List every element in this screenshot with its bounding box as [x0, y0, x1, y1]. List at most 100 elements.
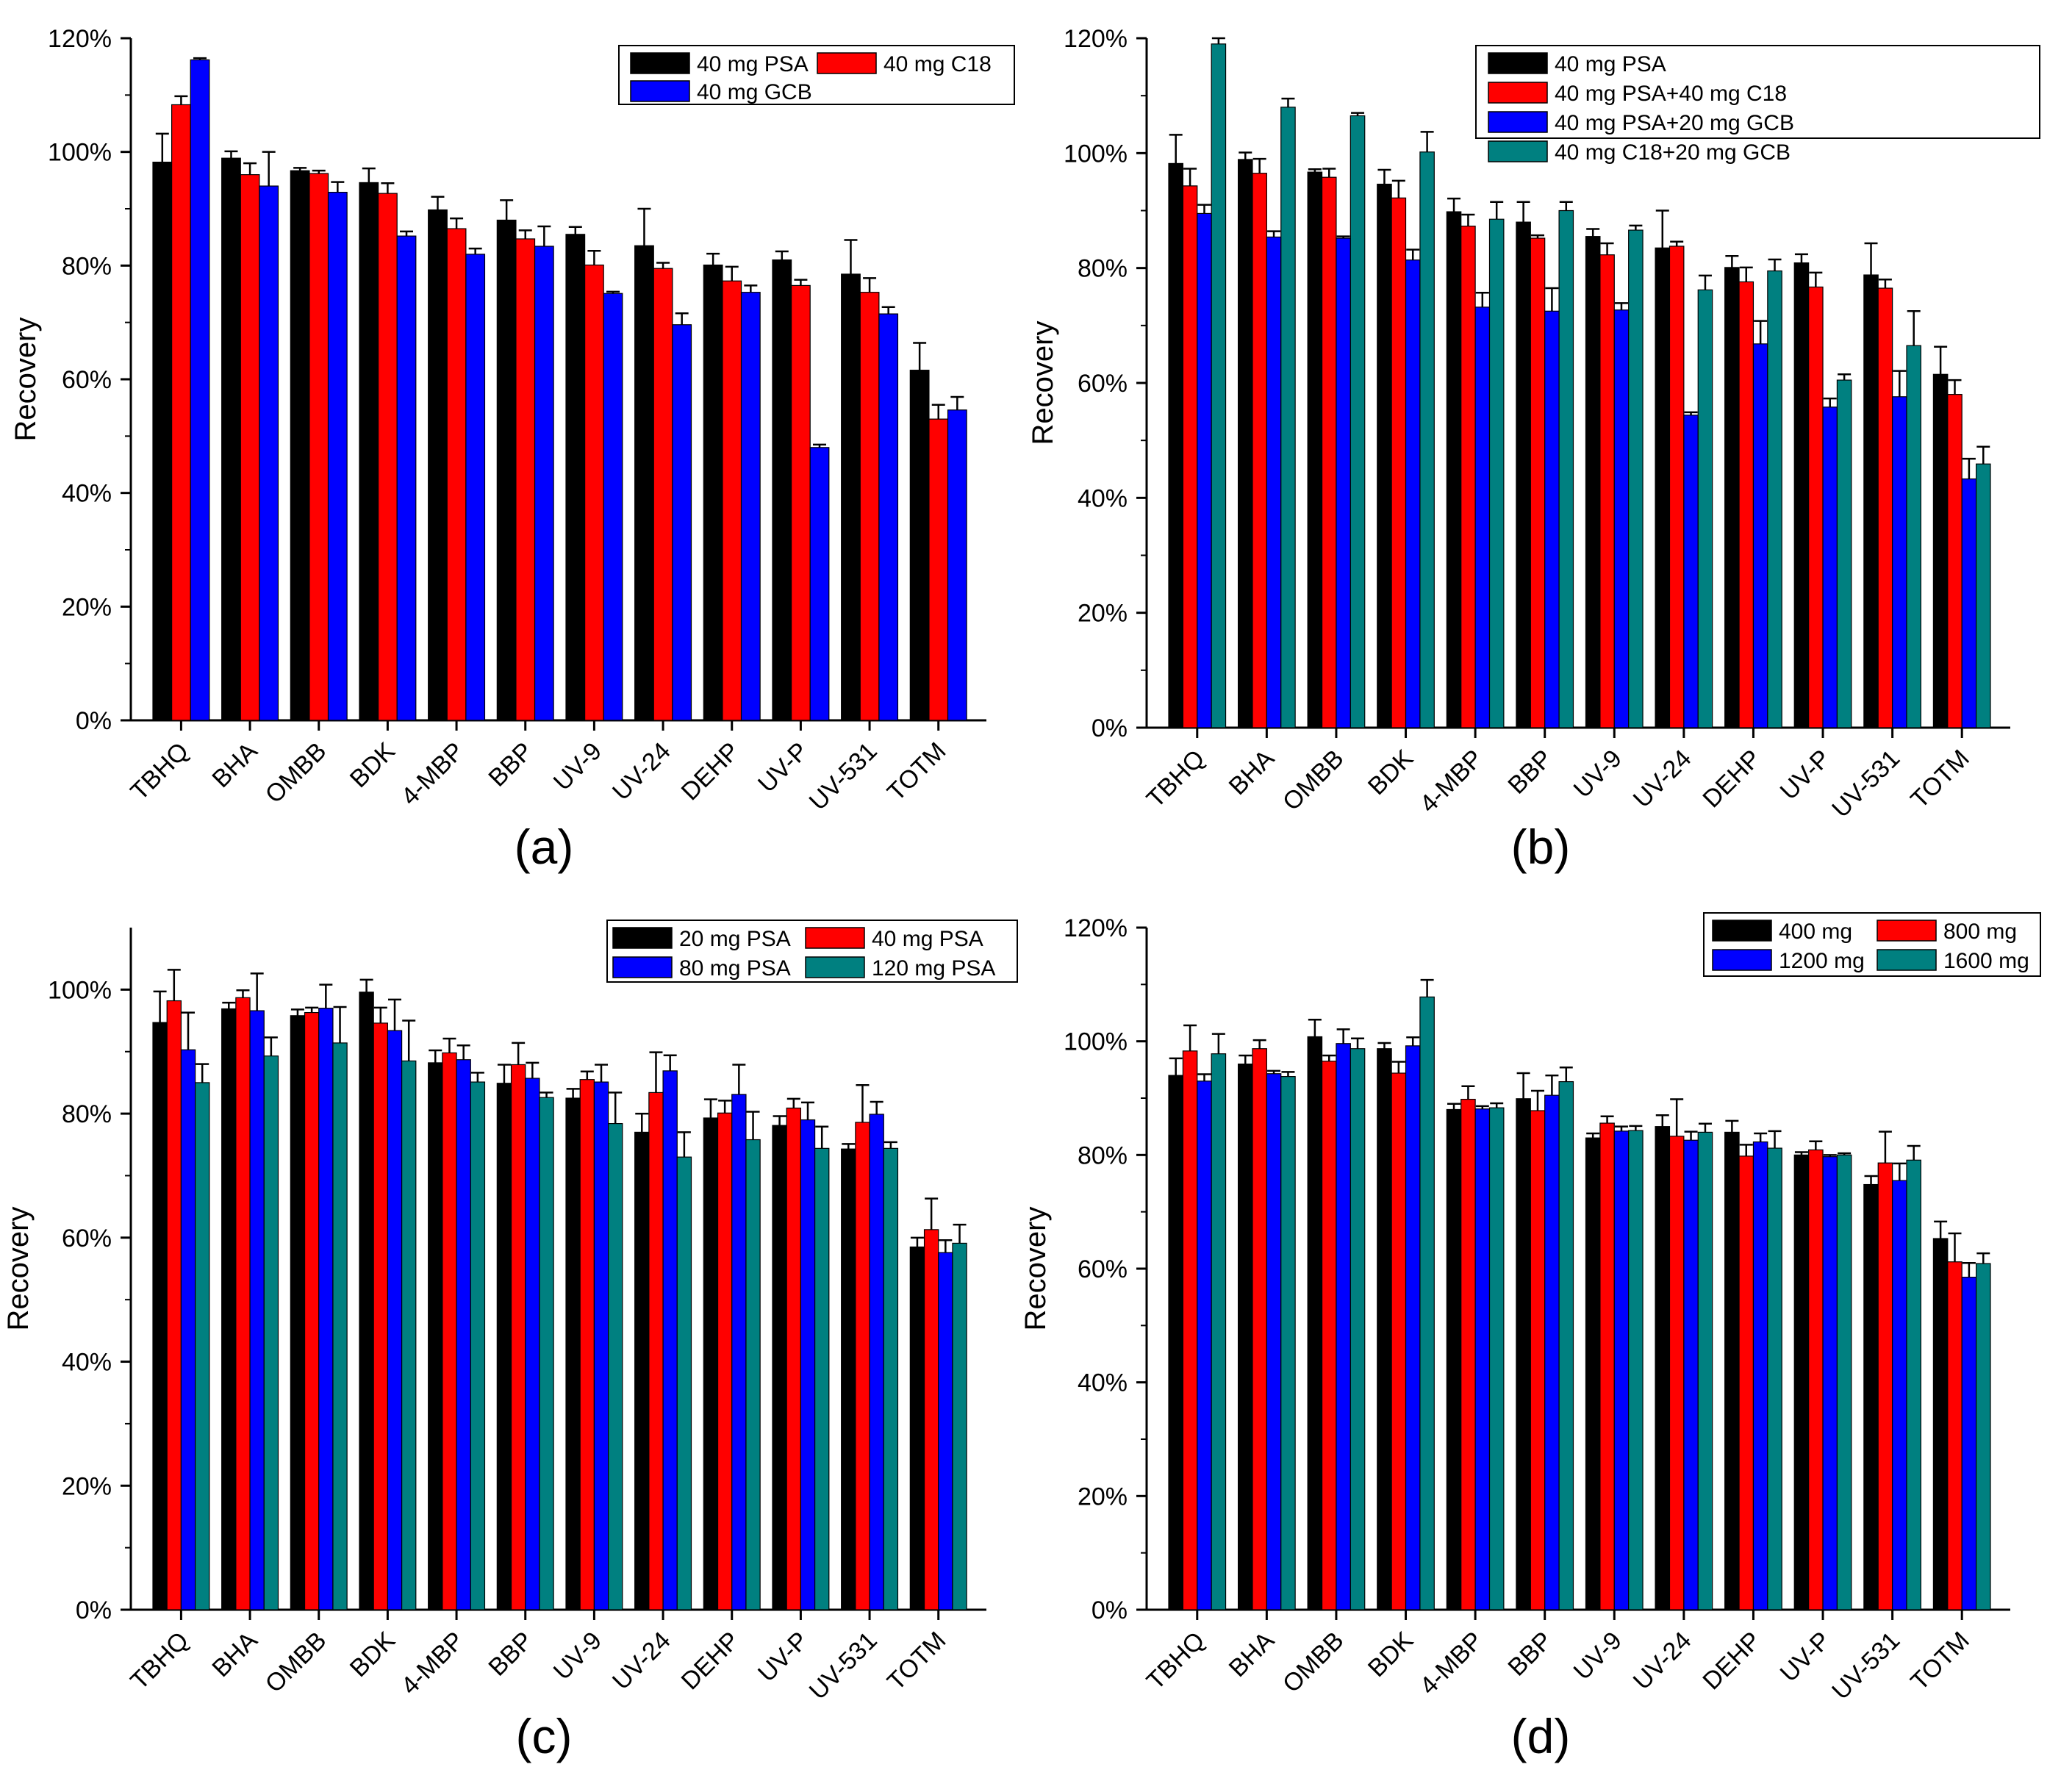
- bar: [1697, 289, 1713, 728]
- bar: [1836, 379, 1852, 728]
- bar: [1516, 221, 1531, 728]
- bar: [1793, 262, 1810, 728]
- bar: [1836, 1154, 1852, 1610]
- bar: [1906, 345, 1921, 728]
- legend-swatch: [805, 956, 865, 978]
- panel-label: (d): [1511, 1709, 1571, 1763]
- y-tick-label: 0%: [76, 1596, 112, 1624]
- y-tick-label: 100%: [48, 976, 112, 1004]
- bar: [1683, 415, 1699, 728]
- bar: [909, 370, 930, 721]
- bar: [465, 254, 486, 721]
- bar: [1738, 281, 1754, 728]
- y-tick-label: 0%: [1092, 714, 1128, 742]
- legend-swatch: [612, 927, 673, 949]
- bar: [290, 1015, 306, 1610]
- bar: [809, 447, 830, 721]
- bar: [800, 1119, 816, 1610]
- bar: [717, 1112, 733, 1610]
- y-tick-label: 100%: [48, 139, 112, 167]
- bar: [662, 1070, 678, 1610]
- bar: [456, 1059, 471, 1610]
- bar: [1947, 394, 1963, 728]
- bar: [1767, 270, 1782, 728]
- panel-label: (c): [516, 1709, 573, 1763]
- bar: [928, 418, 949, 721]
- bar: [235, 997, 251, 1610]
- bar: [1307, 1036, 1323, 1610]
- y-axis-title: Recovery: [1019, 1207, 1052, 1331]
- legend-swatch: [1877, 949, 1937, 971]
- y-tick-label: 20%: [62, 593, 112, 621]
- legend-label: 40 mg GCB: [697, 80, 812, 104]
- bar: [166, 1000, 182, 1610]
- legend-label: 40 mg C18+20 mg GCB: [1555, 140, 1791, 165]
- legend-swatch: [1877, 920, 1937, 942]
- bar: [1516, 1098, 1531, 1610]
- bar: [263, 1056, 279, 1610]
- bar: [1892, 1180, 1907, 1610]
- y-tick-label: 60%: [1078, 370, 1128, 398]
- bar: [259, 185, 279, 721]
- y-tick-label: 20%: [1078, 1483, 1128, 1510]
- bar: [1474, 1108, 1491, 1610]
- bar: [1932, 1238, 1949, 1610]
- bar: [240, 174, 260, 721]
- bar: [1822, 406, 1838, 728]
- bar: [515, 238, 536, 721]
- bar: [1863, 1183, 1879, 1610]
- bar: [584, 264, 604, 721]
- bar: [1530, 1110, 1546, 1610]
- bar: [1488, 1107, 1505, 1610]
- bar: [1808, 286, 1824, 728]
- y-axis-title: Recovery: [1027, 321, 1059, 445]
- bar: [1168, 1075, 1183, 1610]
- y-tick-label: 120%: [1064, 914, 1128, 942]
- bar: [1655, 247, 1671, 728]
- legend-label: 1200 mg: [1779, 949, 1865, 973]
- y-tick-label: 100%: [1064, 1028, 1128, 1056]
- bar: [378, 193, 398, 721]
- bar: [387, 1030, 403, 1610]
- bar: [1613, 309, 1630, 728]
- bar: [1752, 343, 1768, 728]
- bar: [653, 268, 673, 721]
- bar: [1628, 1130, 1644, 1610]
- bar: [1599, 1122, 1615, 1610]
- bar: [309, 173, 329, 721]
- panel-label: (b): [1511, 820, 1571, 874]
- bar: [1599, 254, 1615, 728]
- bar: [1336, 237, 1351, 728]
- legend-box: [1475, 45, 2040, 139]
- legend-label: 120 mg PSA: [872, 956, 995, 981]
- bar: [814, 1147, 830, 1610]
- y-axis-title: Recovery: [10, 318, 42, 442]
- bar: [1197, 212, 1212, 728]
- bar: [1211, 1053, 1227, 1610]
- bar: [1683, 1139, 1699, 1610]
- bar: [496, 1083, 512, 1610]
- bar: [1668, 1136, 1685, 1610]
- y-tick-label: 40%: [1078, 484, 1128, 512]
- legend-label: 40 mg PSA+20 mg GCB: [1555, 111, 1794, 135]
- y-tick-label: 40%: [62, 480, 112, 508]
- bar: [510, 1064, 526, 1610]
- bar: [171, 104, 191, 721]
- bar: [1182, 185, 1198, 728]
- bar: [1280, 1076, 1296, 1610]
- bar: [1544, 310, 1560, 728]
- bar: [327, 191, 348, 721]
- legend-label: 40 mg PSA+40 mg C18: [1555, 82, 1787, 106]
- y-axis-title: Recovery: [2, 1207, 35, 1331]
- y-tick-label: 0%: [76, 707, 112, 735]
- bar: [1405, 1045, 1421, 1610]
- bar: [855, 1122, 870, 1610]
- bar: [703, 264, 723, 721]
- bar: [1405, 259, 1421, 728]
- bar: [841, 1148, 856, 1610]
- bar: [1419, 151, 1435, 728]
- y-tick-label: 20%: [62, 1472, 112, 1500]
- bar: [190, 59, 210, 721]
- bar: [1488, 218, 1505, 728]
- y-tick-label: 80%: [62, 1100, 112, 1128]
